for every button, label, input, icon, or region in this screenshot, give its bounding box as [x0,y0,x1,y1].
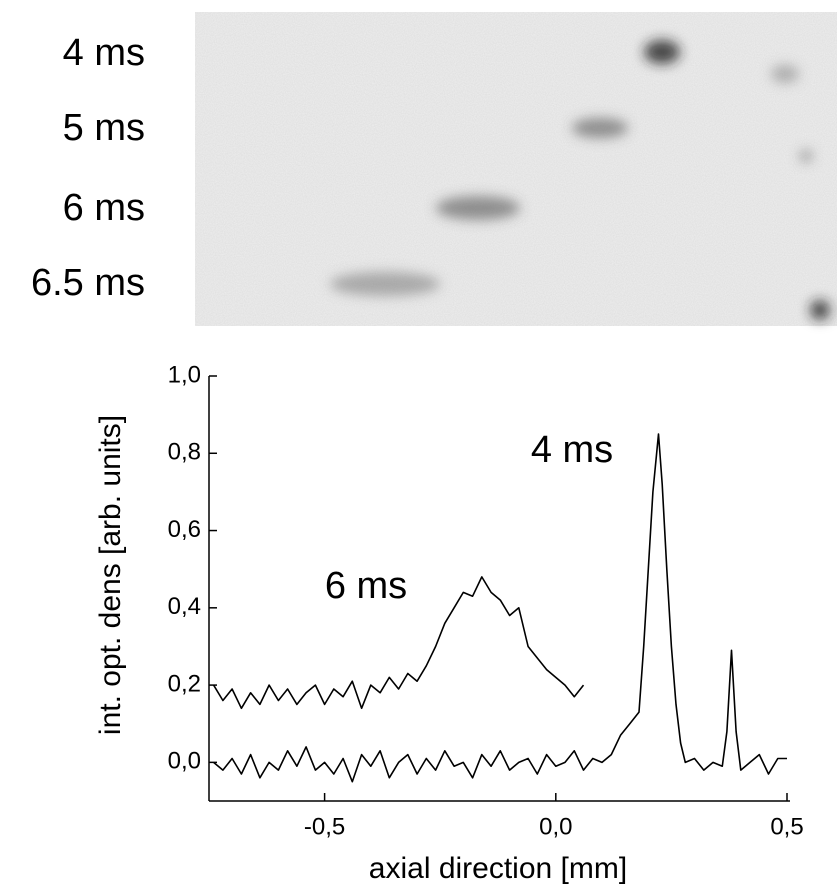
x-tick-label: -0,5 [304,813,345,840]
image-label: 5 ms [63,107,145,149]
data-line [213,433,787,783]
y-tick-label: 0,6 [168,516,201,543]
data-line [212,576,585,710]
image-label: 6 ms [63,187,145,229]
annotation: 6 ms [325,565,407,607]
annotation: 4 ms [531,429,613,471]
image-label: 6.5 ms [31,262,145,304]
image-noise [195,12,837,326]
y-tick-label: 0,8 [168,439,201,466]
x-axis-title: axial direction [mm] [369,852,627,885]
y-axis-title: int. opt. dens [arb. units] [94,415,127,735]
y-tick-label: 0,0 [168,748,201,775]
x-tick-label: 0,5 [770,813,803,840]
y-tick-label: 0,2 [168,670,201,697]
image-label: 4 ms [63,32,145,74]
absorption-images [195,12,837,326]
y-tick-label: 1,0 [168,361,201,388]
atom-clouds [330,40,830,320]
x-tick-label: 0,0 [539,813,572,840]
y-tick-label: 0,4 [168,593,201,620]
